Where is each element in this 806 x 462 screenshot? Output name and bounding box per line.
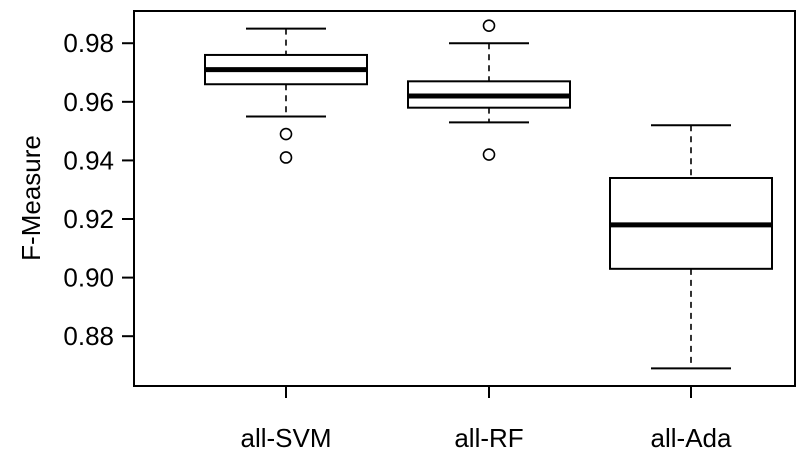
x-axis: all-SVM all-RF all-Ada bbox=[240, 386, 732, 453]
y-tick-label: 0.94 bbox=[63, 145, 114, 175]
y-axis: 0.88 0.90 0.92 0.94 0.96 0.98 bbox=[63, 28, 134, 351]
y-axis-title: F-Measure bbox=[16, 135, 46, 261]
y-tick-label: 0.88 bbox=[63, 321, 114, 351]
x-tick-label: all-Ada bbox=[651, 423, 732, 453]
outlier-point bbox=[482, 148, 496, 161]
box-series bbox=[204, 19, 773, 370]
y-tick-label: 0.96 bbox=[63, 87, 114, 117]
y-tick-label: 0.98 bbox=[63, 28, 114, 58]
outlier-point bbox=[279, 151, 293, 164]
x-tick-label: all-RF bbox=[454, 423, 523, 453]
x-tick-label: all-SVM bbox=[240, 423, 331, 453]
outlier-point bbox=[482, 19, 496, 32]
y-tick-label: 0.92 bbox=[63, 204, 114, 234]
y-tick-label: 0.90 bbox=[63, 263, 114, 293]
outlier-point bbox=[279, 127, 293, 141]
plot-frame bbox=[133, 10, 796, 387]
